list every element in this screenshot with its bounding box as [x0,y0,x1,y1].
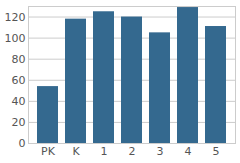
svg-text:2: 2 [129,145,136,158]
svg-text:60: 60 [12,74,26,87]
svg-text:3: 3 [157,145,164,158]
svg-text:1: 1 [101,145,108,158]
svg-text:K: K [72,145,80,158]
svg-text:120: 120 [5,11,26,24]
svg-text:4: 4 [185,145,192,158]
svg-text:5: 5 [213,145,220,158]
svg-text:100: 100 [5,32,26,45]
svg-text:20: 20 [12,116,26,129]
svg-text:PK: PK [41,145,56,158]
svg-text:0: 0 [19,137,26,150]
svg-text:40: 40 [12,95,26,108]
svg-text:80: 80 [12,53,26,66]
